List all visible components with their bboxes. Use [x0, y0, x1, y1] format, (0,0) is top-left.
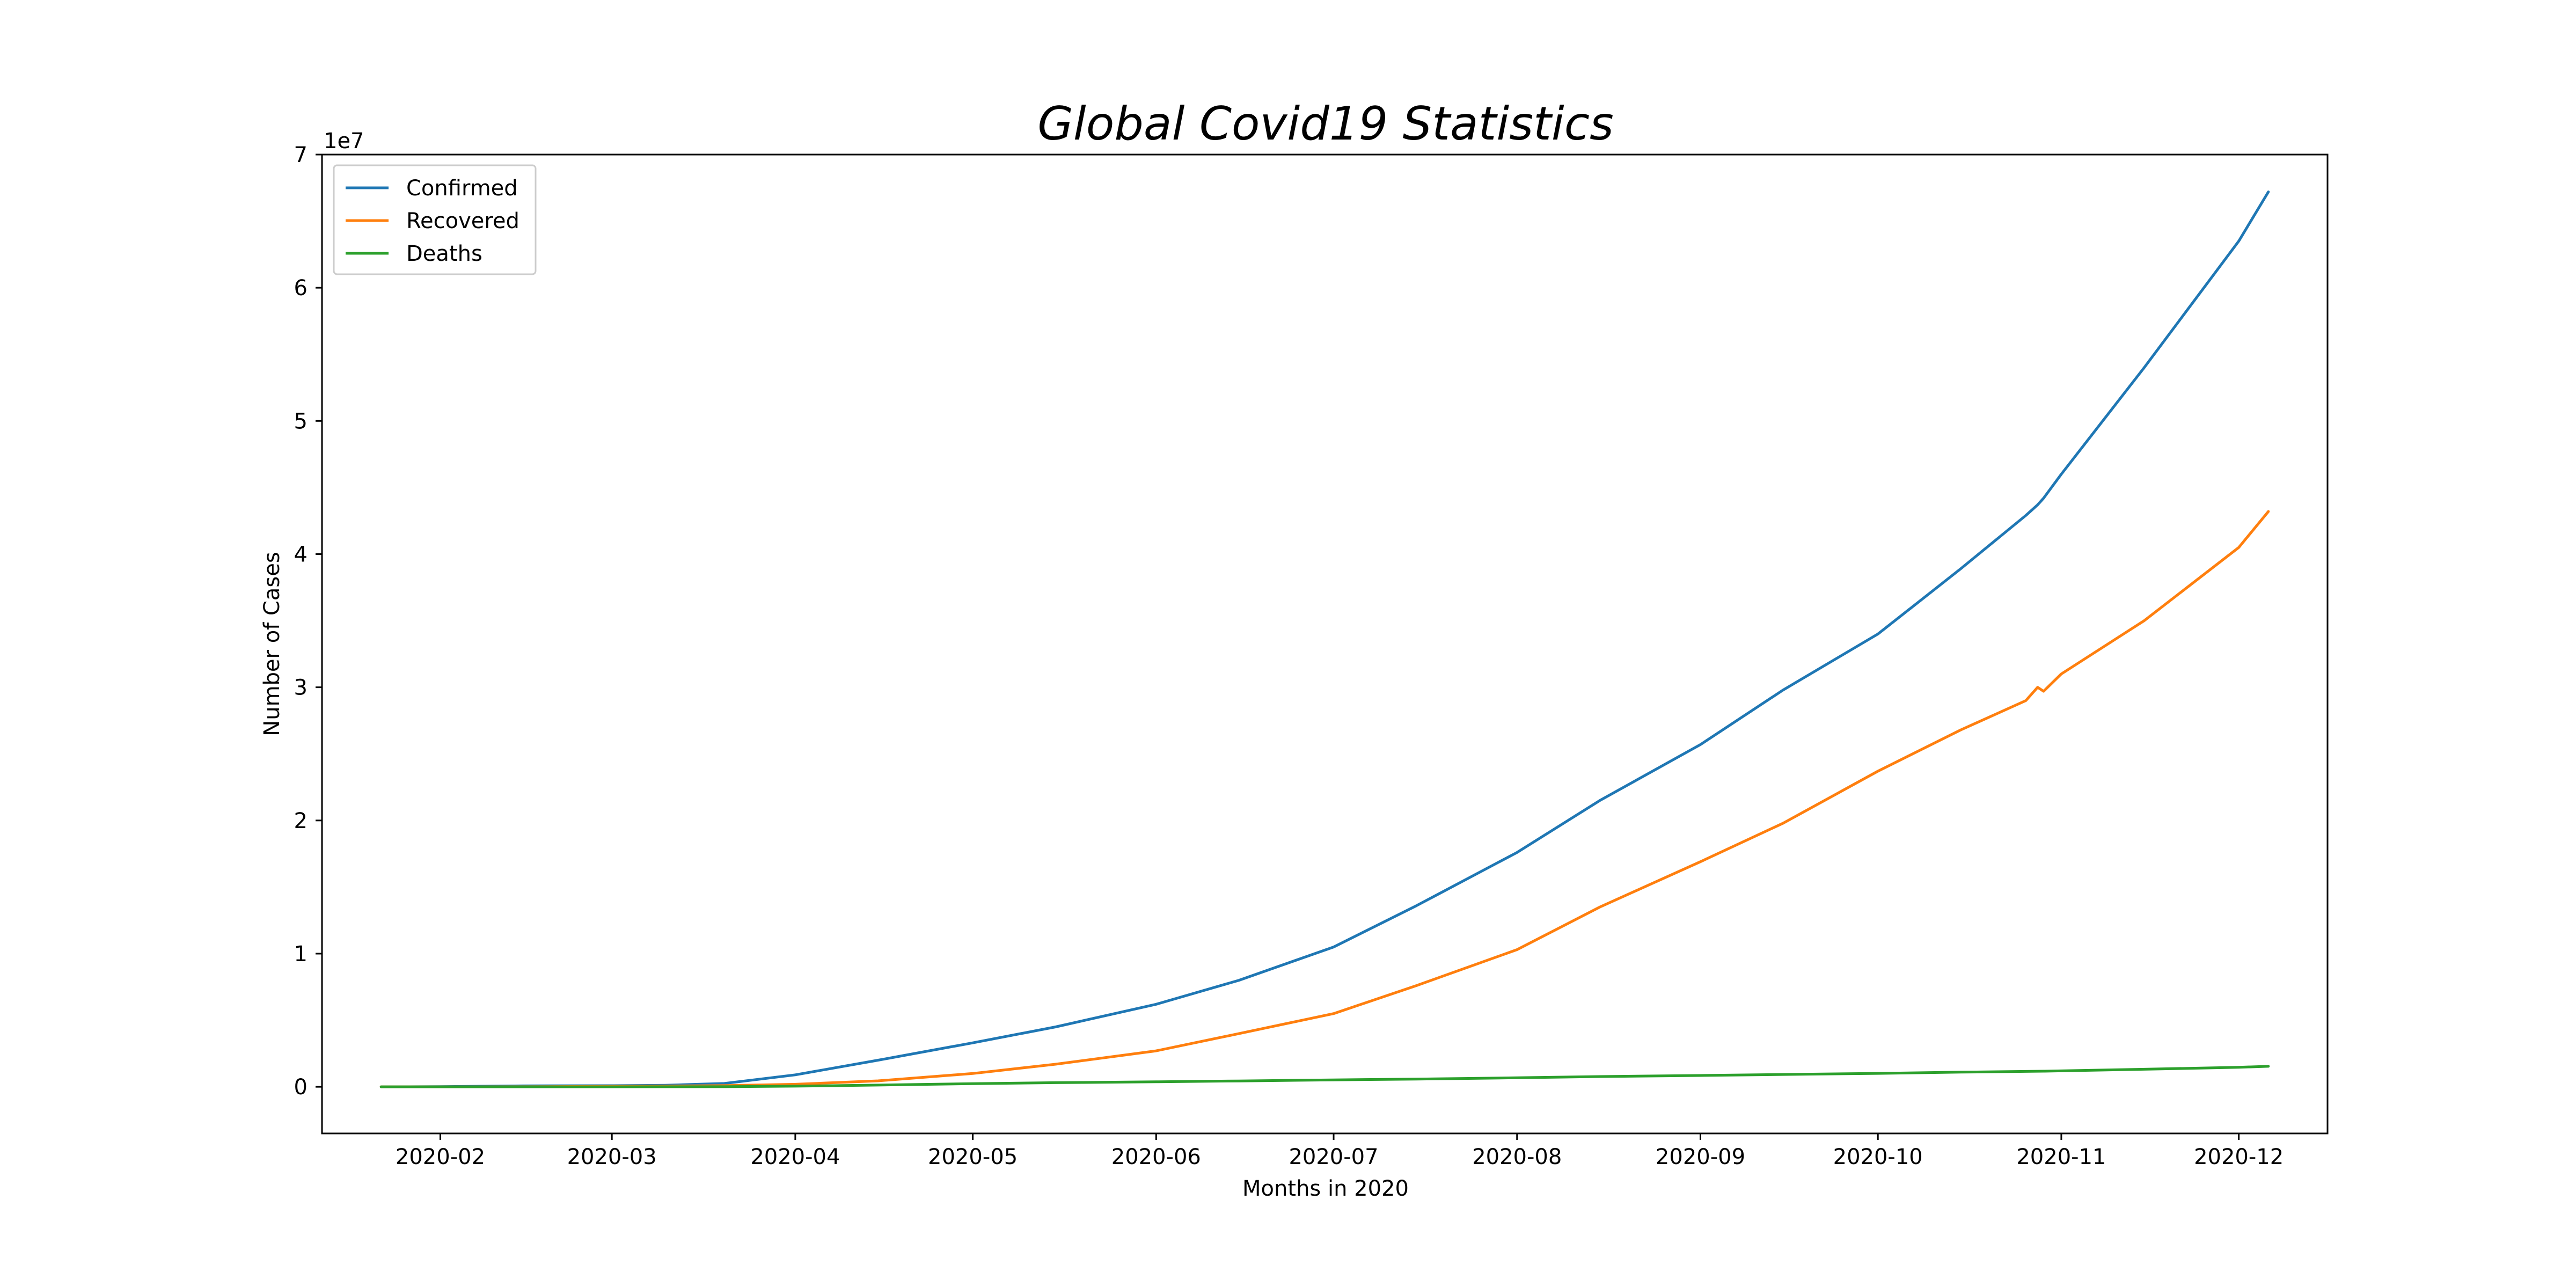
x-tick-label: 2020-04 [750, 1145, 840, 1169]
x-tick-label: 2020-09 [1656, 1145, 1745, 1169]
y-tick-label: 1 [294, 942, 308, 967]
y-tick-label: 0 [294, 1075, 308, 1100]
y-axis-label: Number of Cases [260, 552, 284, 736]
legend-label-deaths: Deaths [406, 241, 482, 266]
legend-label-recovered: Recovered [406, 209, 519, 233]
y-tick-label: 3 [294, 676, 308, 700]
x-tick-label: 2020-11 [2016, 1145, 2106, 1169]
x-axis: 2020-02 2020-03 2020-04 2020-05 2020-06 2020-… [396, 1133, 2284, 1169]
chart-title: Global Covid19 Statistics [1037, 97, 1614, 151]
x-tick-label: 2020-12 [2194, 1145, 2284, 1169]
y-tick-label: 7 [294, 143, 308, 167]
plot-lines [379, 191, 2270, 1088]
x-tick-label: 2020-02 [396, 1145, 485, 1169]
series-line-recovered [379, 510, 2270, 1088]
legend: Confirmed Recovered Deaths [333, 164, 537, 275]
x-tick-label: 2020-10 [1833, 1145, 1923, 1169]
x-tick-label: 2020-08 [1472, 1145, 1562, 1169]
series-line-deaths [379, 1065, 2270, 1088]
x-axis-label: Months in 2020 [1242, 1176, 1409, 1201]
legend-box [333, 164, 537, 275]
y-tick-label: 5 [294, 409, 308, 434]
x-tick-label: 2020-06 [1111, 1145, 1201, 1169]
y-axis: 0 1 2 3 4 5 6 7 [294, 143, 322, 1100]
x-tick-label: 2020-05 [928, 1145, 1018, 1169]
legend-label-confirmed: Confirmed [406, 176, 518, 201]
y-tick-label: 2 [294, 809, 308, 833]
y-tick-label: 4 [294, 542, 308, 567]
x-tick-label: 2020-07 [1289, 1145, 1378, 1169]
y-tick-label: 6 [294, 276, 308, 301]
y-axis-offset-label: 1e7 [324, 129, 364, 153]
plot-area [321, 153, 2329, 1135]
x-tick-label: 2020-03 [567, 1145, 657, 1169]
series-line-confirmed [379, 191, 2270, 1088]
